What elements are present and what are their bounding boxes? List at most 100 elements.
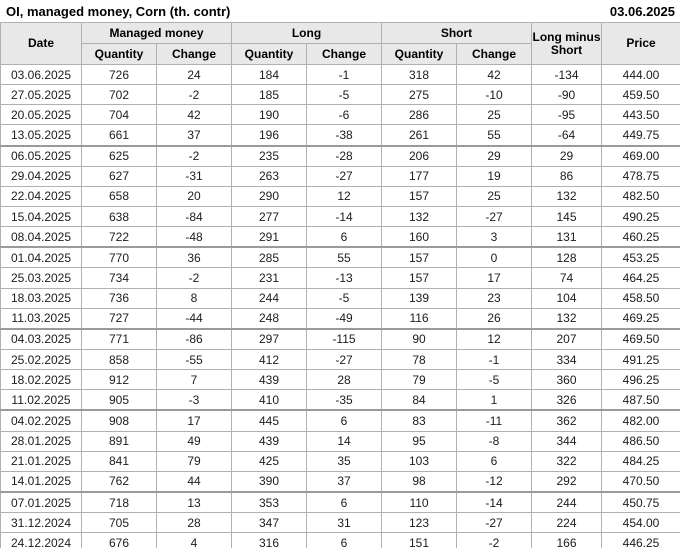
cell-long-quantity: 184 <box>231 63 307 86</box>
cell-long-minus-short: 292 <box>531 470 603 493</box>
report-date: 03.06.2025 <box>609 3 675 19</box>
cell-mm-quantity: 704 <box>81 104 157 126</box>
cell-mm-change: 13 <box>156 490 232 514</box>
cell-short-quantity: 151 <box>381 532 458 548</box>
cell-long-change: 6 <box>305 490 383 514</box>
table-row: 15.04.2025 638 -84 277 -14 132 -27 145 490.25 <box>0 205 680 228</box>
table-row: 22.04.2025 658 20 290 12 157 25 132 482.50 <box>0 185 680 207</box>
cell-long-minus-short: 29 <box>531 144 603 167</box>
cell-short-change: -27 <box>456 205 533 228</box>
cell-date: 21.01.2025 <box>0 450 82 472</box>
cell-long-quantity: 347 <box>231 512 307 534</box>
col-header-long-minus-short: Long minus Short <box>531 22 603 65</box>
cell-long-change: -115 <box>305 327 383 350</box>
cell-short-change: 6 <box>456 450 533 472</box>
cell-long-quantity: 297 <box>231 327 307 350</box>
cell-long-quantity: 290 <box>231 185 307 207</box>
cell-price: 443.50 <box>601 104 680 126</box>
col-header-long-change: Change <box>305 43 383 65</box>
cell-short-quantity: 110 <box>381 490 458 514</box>
cell-short-change: -1 <box>456 348 533 371</box>
cell-short-change: -5 <box>456 369 533 391</box>
col-header-price: Price <box>601 22 680 65</box>
cell-mm-quantity: 905 <box>81 389 157 411</box>
table-row: 24.12.2024 676 4 316 6 151 -2 166 446.25 <box>0 532 680 548</box>
cell-price: 459.50 <box>601 84 680 106</box>
cell-long-minus-short: 74 <box>531 267 603 289</box>
cell-price: 482.00 <box>601 409 680 432</box>
cell-date: 25.02.2025 <box>0 348 82 371</box>
page-title: OI, managed money, Corn (th. contr) <box>6 3 231 19</box>
cell-long-change: -5 <box>305 84 383 106</box>
cell-date: 13.05.2025 <box>0 124 82 147</box>
cell-short-change: -12 <box>456 470 533 493</box>
cell-date: 20.05.2025 <box>0 104 82 126</box>
cell-short-quantity: 157 <box>381 246 458 269</box>
cell-date: 07.01.2025 <box>0 490 82 514</box>
cell-mm-quantity: 736 <box>81 287 157 309</box>
cell-long-change: 6 <box>305 409 383 432</box>
table-row: 25.02.2025 858 -55 412 -27 78 -1 334 491.25 <box>0 348 680 371</box>
cell-short-change: -14 <box>456 490 533 514</box>
cell-long-change: -1 <box>305 63 383 86</box>
cell-mm-change: -55 <box>156 348 232 371</box>
cell-long-change: 14 <box>305 430 383 452</box>
cell-mm-change: -2 <box>156 84 232 106</box>
cell-short-change: 23 <box>456 287 533 309</box>
col-group-managed-money: Managed money <box>81 22 232 44</box>
cell-short-change: 55 <box>456 124 533 147</box>
cell-price: 450.75 <box>601 490 680 514</box>
col-header-mm-quantity: Quantity <box>81 43 157 65</box>
cell-mm-change: -2 <box>156 267 232 289</box>
cell-short-quantity: 103 <box>381 450 458 472</box>
cell-mm-quantity: 661 <box>81 124 157 147</box>
cell-short-change: 19 <box>456 165 533 187</box>
table-row: 31.12.2024 705 28 347 31 123 -27 224 454.00 <box>0 512 680 534</box>
table-row: 29.04.2025 627 -31 263 -27 177 19 86 478.75 <box>0 165 680 187</box>
cell-price: 444.00 <box>601 63 680 86</box>
cell-mm-change: 79 <box>156 450 232 472</box>
cell-date: 31.12.2024 <box>0 512 82 534</box>
table-row: 14.01.2025 762 44 390 37 98 -12 292 470.50 <box>0 470 680 493</box>
cell-short-change: 25 <box>456 185 533 207</box>
cell-mm-quantity: 705 <box>81 512 157 534</box>
table-row: 18.02.2025 912 7 439 28 79 -5 360 496.25 <box>0 369 680 391</box>
cell-date: 18.02.2025 <box>0 369 82 391</box>
cell-mm-quantity: 676 <box>81 532 157 548</box>
cell-long-quantity: 291 <box>231 226 307 248</box>
cell-mm-change: 7 <box>156 369 232 391</box>
cell-price: 469.50 <box>601 327 680 350</box>
cell-short-quantity: 139 <box>381 287 458 309</box>
cell-long-minus-short: 326 <box>531 389 603 411</box>
cell-long-quantity: 445 <box>231 409 307 432</box>
cell-price: 469.25 <box>601 307 680 330</box>
cell-date: 15.04.2025 <box>0 205 82 228</box>
table-row: 08.04.2025 722 -48 291 6 160 3 131 460.25 <box>0 226 680 248</box>
cell-short-change: -10 <box>456 84 533 106</box>
cell-short-quantity: 177 <box>381 165 458 187</box>
cell-mm-quantity: 658 <box>81 185 157 207</box>
cell-date: 24.12.2024 <box>0 532 82 548</box>
table-row: 04.02.2025 908 17 445 6 83 -11 362 482.00 <box>0 409 680 432</box>
cell-long-change: -6 <box>305 104 383 126</box>
cell-long-quantity: 412 <box>231 348 307 371</box>
cell-date: 25.03.2025 <box>0 267 82 289</box>
table-row: 21.01.2025 841 79 425 35 103 6 322 484.25 <box>0 450 680 472</box>
cell-long-minus-short: -134 <box>531 63 603 86</box>
cell-price: 487.50 <box>601 389 680 411</box>
col-group-long: Long <box>230 22 383 44</box>
cell-mm-quantity: 891 <box>81 430 157 452</box>
cell-short-quantity: 132 <box>381 205 458 228</box>
cell-long-minus-short: 86 <box>531 165 603 187</box>
cell-long-minus-short: 207 <box>531 327 603 350</box>
cell-short-quantity: 84 <box>381 389 458 411</box>
cell-price: 486.50 <box>601 430 680 452</box>
cell-long-minus-short: 244 <box>531 490 603 514</box>
cell-mm-change: 28 <box>156 512 232 534</box>
cell-short-change: 26 <box>456 307 533 330</box>
cell-short-change: 12 <box>456 327 533 350</box>
cell-short-change: -2 <box>456 532 533 548</box>
cell-price: 491.25 <box>601 348 680 371</box>
cell-mm-change: -3 <box>156 389 232 411</box>
cell-mm-change: 17 <box>156 409 232 432</box>
